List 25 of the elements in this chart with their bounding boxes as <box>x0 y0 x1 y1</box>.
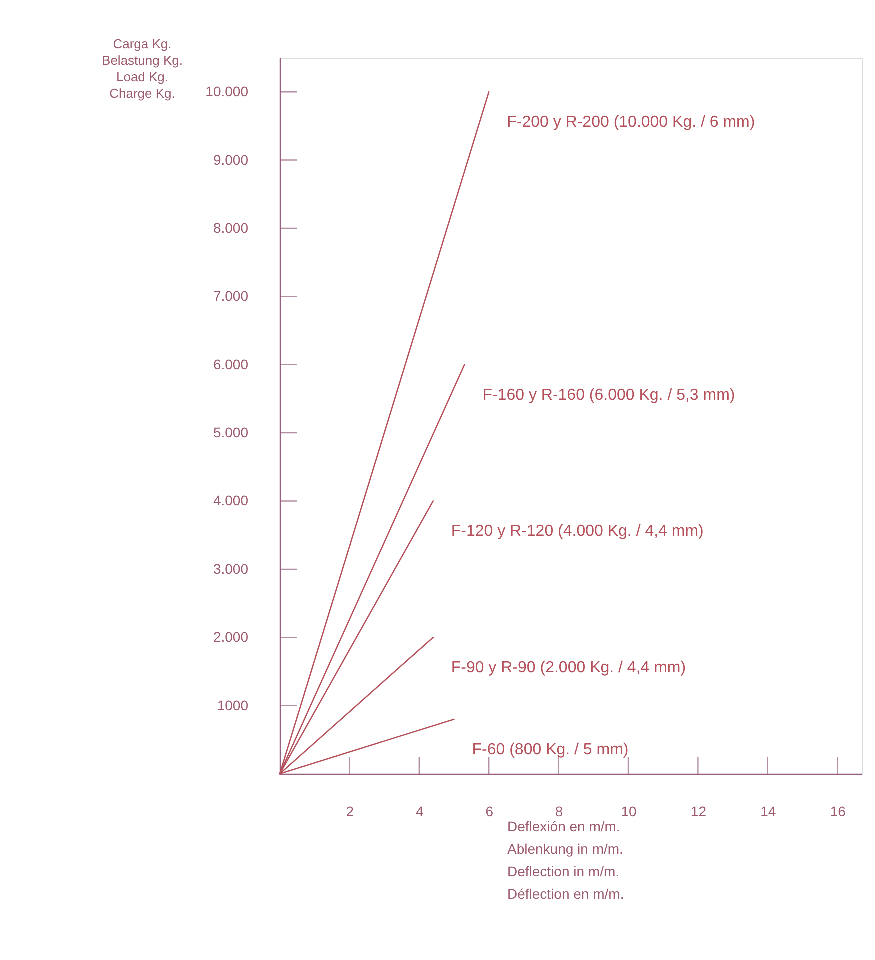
x-tick-label: 16 <box>830 804 846 820</box>
y-tick-label: 10.000 <box>206 84 249 100</box>
y-tick-label: 3.000 <box>213 560 249 577</box>
y-tick-label: 9.000 <box>213 152 249 168</box>
series-label: F-200 y R-200 (10.000 Kg. / 6 mm) <box>507 114 756 132</box>
y-tick-label: 5.000 <box>213 424 249 441</box>
y-axis-title: Carga Kg. Belastung Kg. Load Kg. Charge Kg. <box>102 36 183 101</box>
series-label: F-160 y R-160 (6.000 Kg. / 5,3 mm) <box>482 386 736 404</box>
y-tick-label: 6.000 <box>213 356 249 372</box>
series-label: F-120 y R-120 (4.000 Kg. / 4,4 mm) <box>451 523 704 540</box>
series-label: F-90 y R-90 (2.000 Kg. / 4,4 mm) <box>451 660 686 677</box>
y-tick-label: 2.000 <box>213 629 249 646</box>
x-tick-label: 8 <box>555 804 564 820</box>
y-tick-label: 1000 <box>217 697 249 714</box>
x-tick-label: 6 <box>486 804 494 820</box>
series-label: F-60 (800 Kg. / 5 mm) <box>472 741 629 758</box>
x-tick-label: 2 <box>346 804 354 820</box>
y-tick-label: 8.000 <box>213 220 249 236</box>
y-tick-label: 4.000 <box>213 492 249 509</box>
y-tick-label: 7.000 <box>213 288 249 304</box>
x-tick-label: 12 <box>690 804 707 820</box>
x-tick-label: 10 <box>621 804 637 820</box>
x-axis-title: Deflexión en m/m. Ablenkung in m/m. Deflection in m/m. Déflection en m/m. <box>508 818 624 902</box>
x-tick-label: 14 <box>760 804 776 820</box>
x-tick-label: 4 <box>416 804 424 820</box>
